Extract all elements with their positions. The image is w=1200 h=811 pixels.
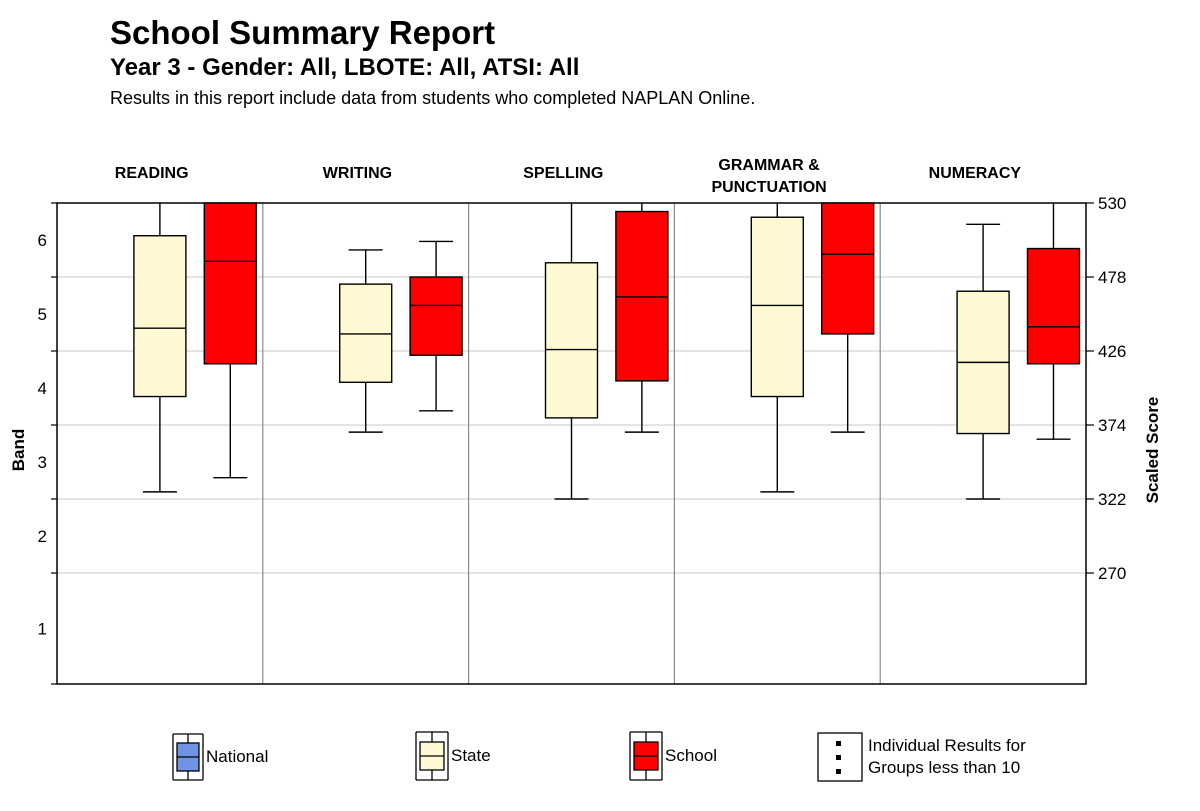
y-axis-left-title: Band [9,429,28,472]
state-grammar-punctuation-box [750,216,804,398]
band-tick-label: 2 [38,527,47,546]
score-tick-label: 270 [1098,564,1126,583]
state-reading-box [133,235,187,398]
score-tick-label: 530 [1098,194,1126,213]
legend-label-individual: Individual Results for Groups less than … [868,735,1026,779]
school-box-icon [629,731,663,781]
school-reading-box [203,202,257,365]
domain-label: GRAMMAR & [718,157,820,174]
domain-label: PUNCTUATION [711,179,826,196]
report-note: Results in this report include data from… [110,88,756,108]
dots-icon [817,732,863,782]
legend-state: State [413,729,491,783]
domain-label: NUMERACY [929,165,1022,182]
legend-label-individual-line1: Individual Results for [868,736,1026,755]
band-tick-label: 5 [38,305,47,324]
legend-label-school: School [665,746,717,765]
school-writing-box [409,276,463,356]
band-tick-label: 6 [38,231,47,250]
report-subtitle: Year 3 - Gender: All, LBOTE: All, ATSI: … [110,54,580,81]
legend-individual: Individual Results for Groups less than … [816,731,1026,783]
score-tick-label: 322 [1098,490,1126,509]
school-spelling-box [615,210,669,382]
band-tick-label: 3 [38,453,47,472]
school-numeracy-box [1026,247,1081,365]
score-tick-label: 478 [1098,268,1126,287]
school-grammar-punctuation-box [820,202,875,335]
legend-label-individual-line2: Groups less than 10 [868,758,1021,777]
domain-label: SPELLING [523,165,603,182]
national-box-icon [172,733,204,781]
domain-label: READING [115,165,189,182]
band-tick-label: 1 [38,620,47,639]
score-tick-label: 426 [1098,342,1126,361]
legend-national: National [170,731,268,783]
score-tick-label: 374 [1098,416,1126,435]
state-box-icon [415,731,449,781]
legend-school: School [627,729,717,783]
y-axis-right-title: Scaled Score [1143,397,1162,504]
domain-label: WRITING [323,165,392,182]
report-title: School Summary Report [110,14,496,51]
band-tick-label: 4 [38,379,47,398]
state-spelling-box [544,262,599,419]
legend-label-national: National [206,747,269,766]
box-plot-chart: 1 2 3 4 5 6 270 322 374 426 478 530 Band Scaled Score… [9,157,1162,685]
legend-label-state: State [451,746,491,765]
state-writing-box [339,283,393,384]
